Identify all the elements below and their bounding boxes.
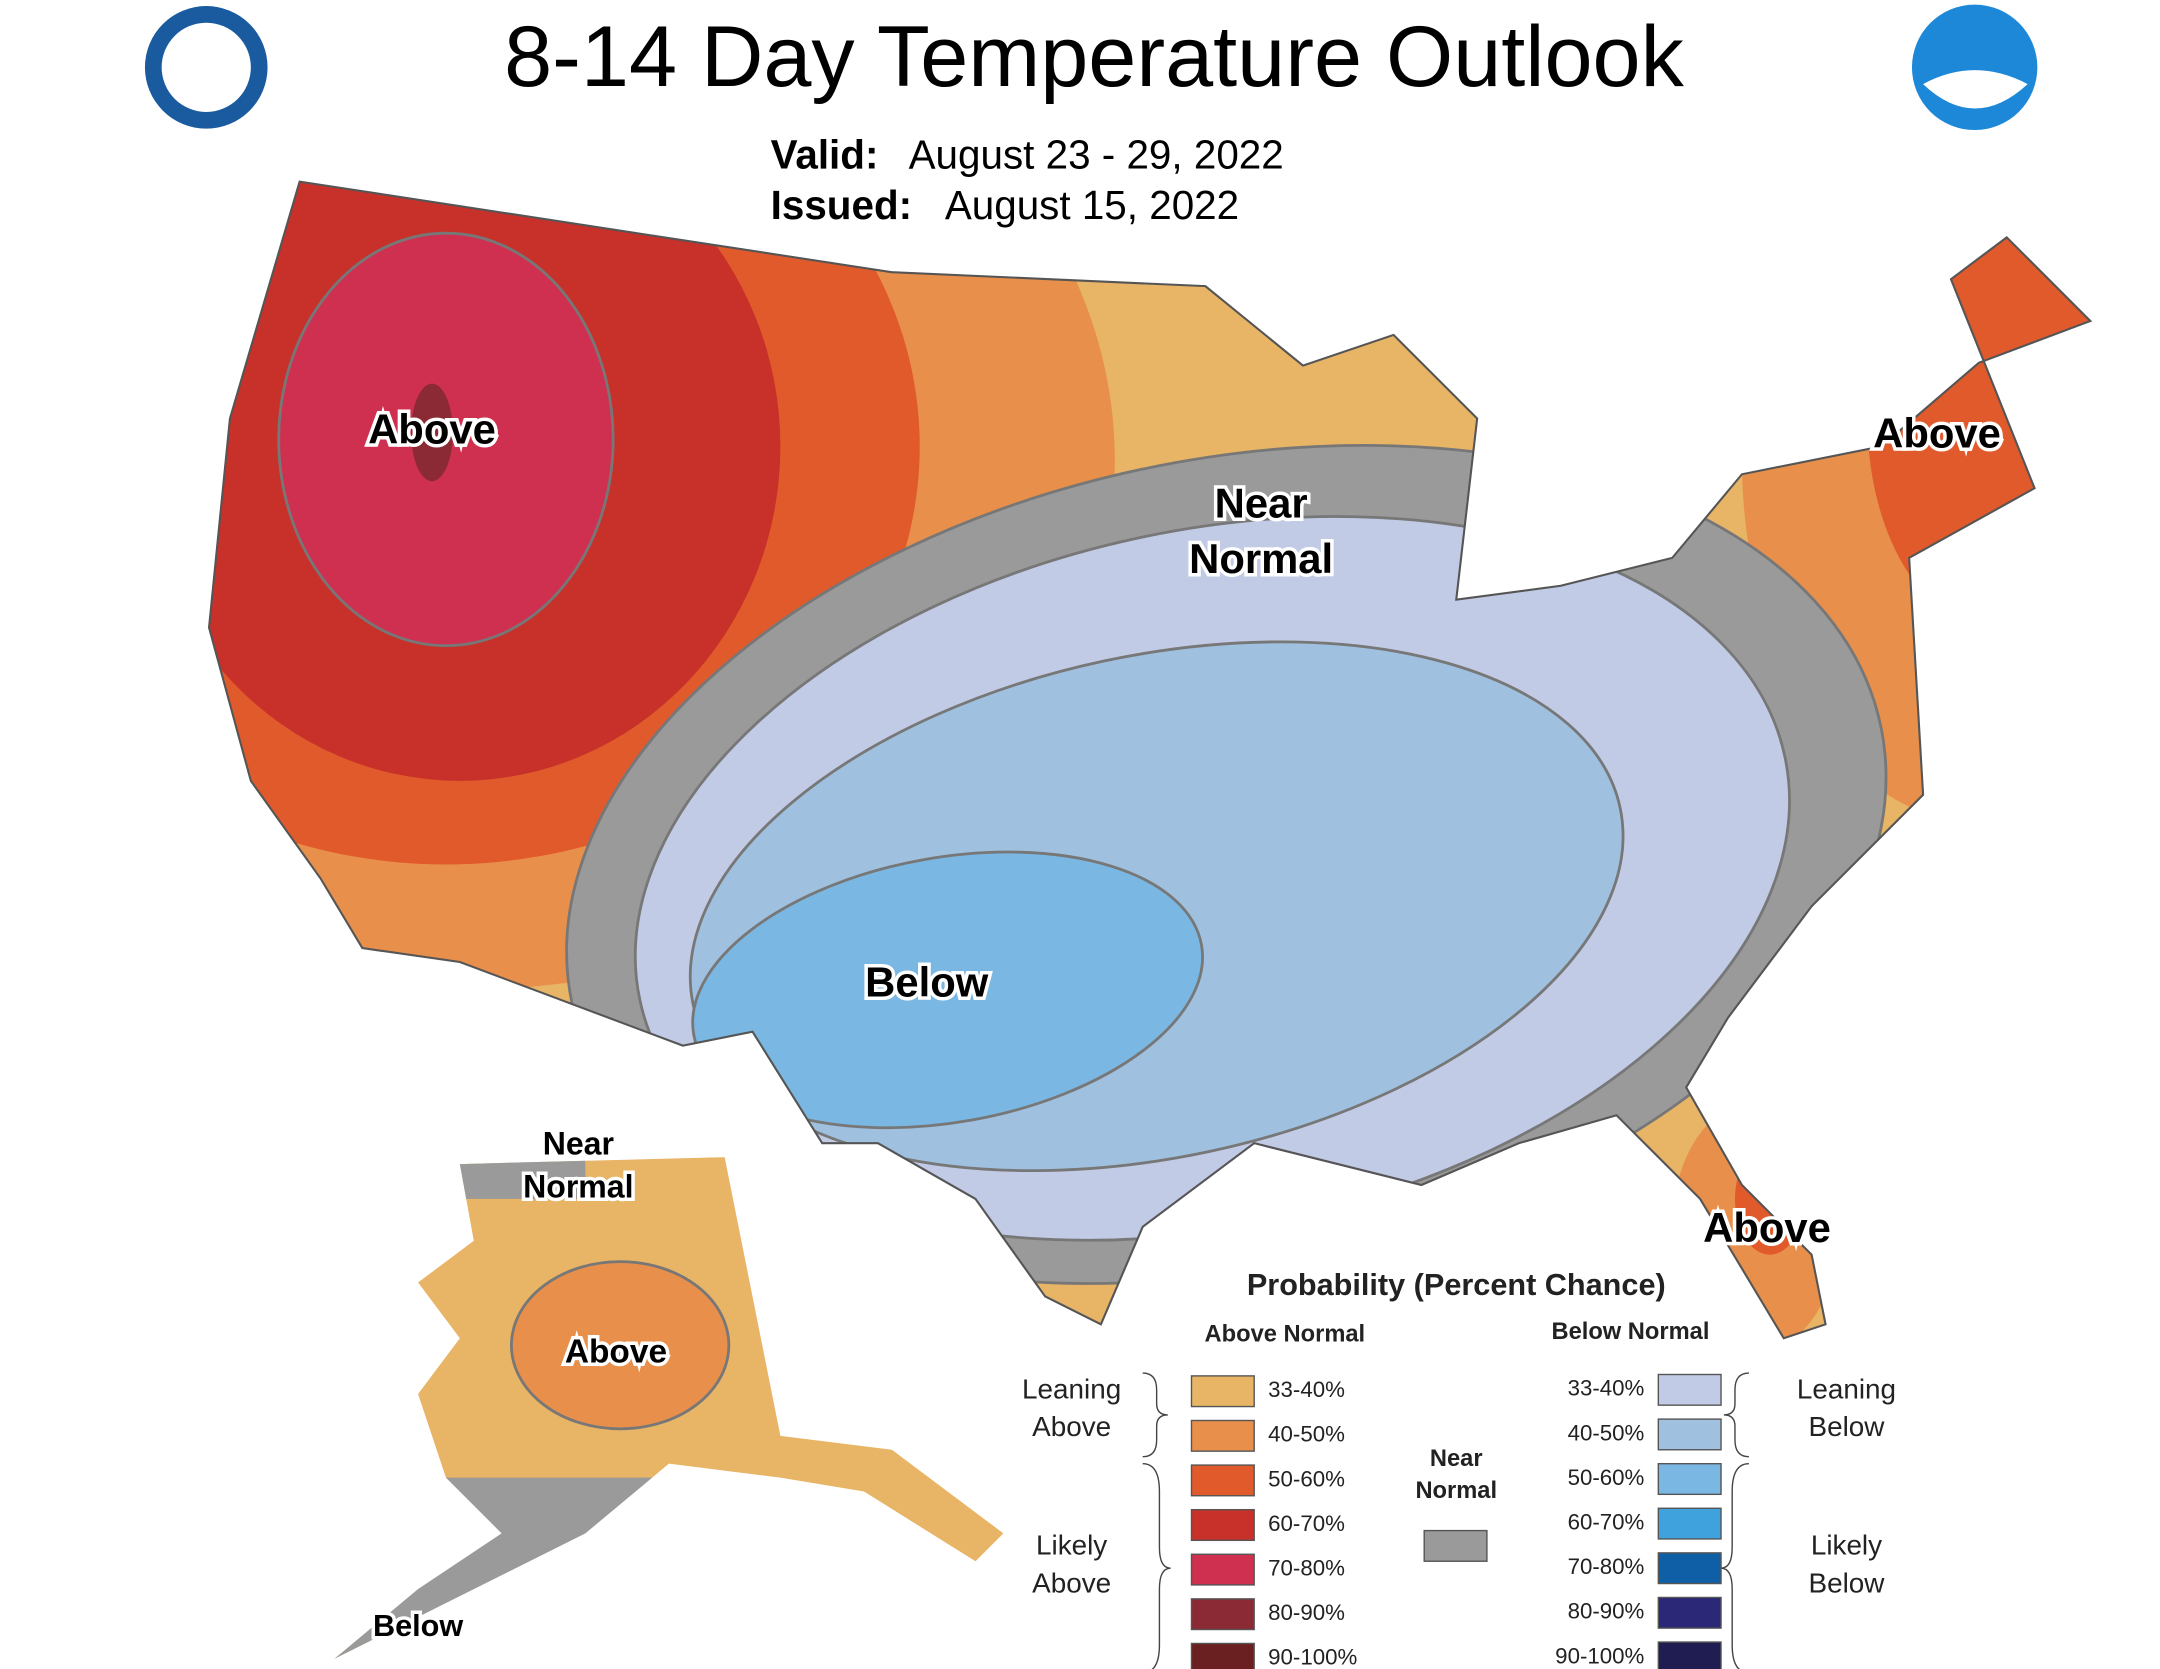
legend-swatch — [1657, 1462, 1722, 1496]
legend-label: 33-40% — [1268, 1377, 1345, 1402]
issued-label: Issued: — [771, 182, 912, 228]
legend-label: 80-90% — [1568, 1599, 1645, 1624]
legend-label: 40-50% — [1568, 1420, 1645, 1445]
noaa-bird — [1923, 70, 2028, 109]
legend-swatch — [1190, 1419, 1255, 1452]
legend-group: Below — [1809, 1411, 1886, 1442]
legend-label: 80-90% — [1268, 1600, 1345, 1625]
valid-label: Valid: — [771, 132, 879, 178]
legend-swatch — [1657, 1373, 1722, 1406]
legend-swatch — [1190, 1464, 1255, 1497]
legend-group: Above — [1032, 1567, 1111, 1598]
region-label: Near — [1215, 479, 1308, 526]
legend-label: 90-100% — [1268, 1645, 1357, 1669]
legend-label: 60-70% — [1568, 1510, 1645, 1535]
region-label: Below — [373, 1609, 463, 1643]
legend-group: Above — [1032, 1411, 1111, 1442]
legend-swatch — [1190, 1598, 1255, 1631]
legend-group: Leaning — [1022, 1374, 1121, 1405]
title: 8-14 Day Temperature Outlook — [504, 9, 1684, 105]
legend-swatch — [1657, 1552, 1722, 1585]
region-label: Above — [368, 406, 496, 453]
legend-swatch — [1657, 1507, 1722, 1540]
legend-swatch — [1190, 1508, 1255, 1542]
legend-label: 50-60% — [1568, 1465, 1645, 1490]
legend-label: 40-50% — [1268, 1422, 1345, 1447]
legend-label: 70-80% — [1268, 1555, 1345, 1580]
legend-swatch — [1423, 1529, 1488, 1562]
legend-group: Likely — [1036, 1530, 1107, 1561]
alaska — [334, 1157, 1004, 1659]
legend-group: Below — [1809, 1567, 1886, 1598]
region-label: Near — [543, 1125, 614, 1161]
noaa-logo — [1911, 4, 2038, 131]
legend-swatch — [1657, 1641, 1722, 1669]
brace — [1720, 1462, 1749, 1669]
legend-label: 70-80% — [1568, 1554, 1645, 1579]
legend-swatch — [1190, 1375, 1255, 1408]
legend-label: 60-70% — [1268, 1511, 1345, 1536]
legend-group: Leaning — [1797, 1374, 1896, 1405]
valid-dates: August 23 - 29, 2022 — [909, 132, 1284, 178]
brace — [1723, 1372, 1749, 1458]
legend-near: Near — [1430, 1446, 1483, 1472]
legend-swatch — [1190, 1553, 1255, 1586]
legend-swatch — [1190, 1642, 1255, 1669]
legend-title: Probability (Percent Chance) — [1247, 1268, 1666, 1302]
region-label: Above — [565, 1333, 667, 1370]
legend-swatch — [1657, 1418, 1722, 1451]
legend-near: Normal — [1415, 1478, 1497, 1504]
legend-swatch — [1657, 1596, 1722, 1629]
region-label: Normal — [523, 1169, 633, 1205]
legend-label: 33-40% — [1568, 1376, 1645, 1401]
region-label: Above — [1703, 1204, 1831, 1251]
legend-heading: Above Normal — [1205, 1322, 1366, 1348]
legend-label: 50-60% — [1268, 1466, 1345, 1491]
region-label: Normal — [1189, 535, 1333, 582]
conus-outline — [207, 180, 2093, 1340]
region-label: Below — [865, 959, 989, 1006]
region-label: Above — [1873, 410, 2001, 457]
brace — [1142, 1462, 1171, 1669]
doc-logo-inner — [161, 22, 251, 112]
legend-heading: Below Normal — [1551, 1319, 1709, 1345]
brace — [1142, 1372, 1168, 1458]
legend-group: Likely — [1811, 1530, 1882, 1561]
legend-label: 90-100% — [1555, 1643, 1644, 1668]
issued-date: August 15, 2022 — [945, 182, 1239, 228]
